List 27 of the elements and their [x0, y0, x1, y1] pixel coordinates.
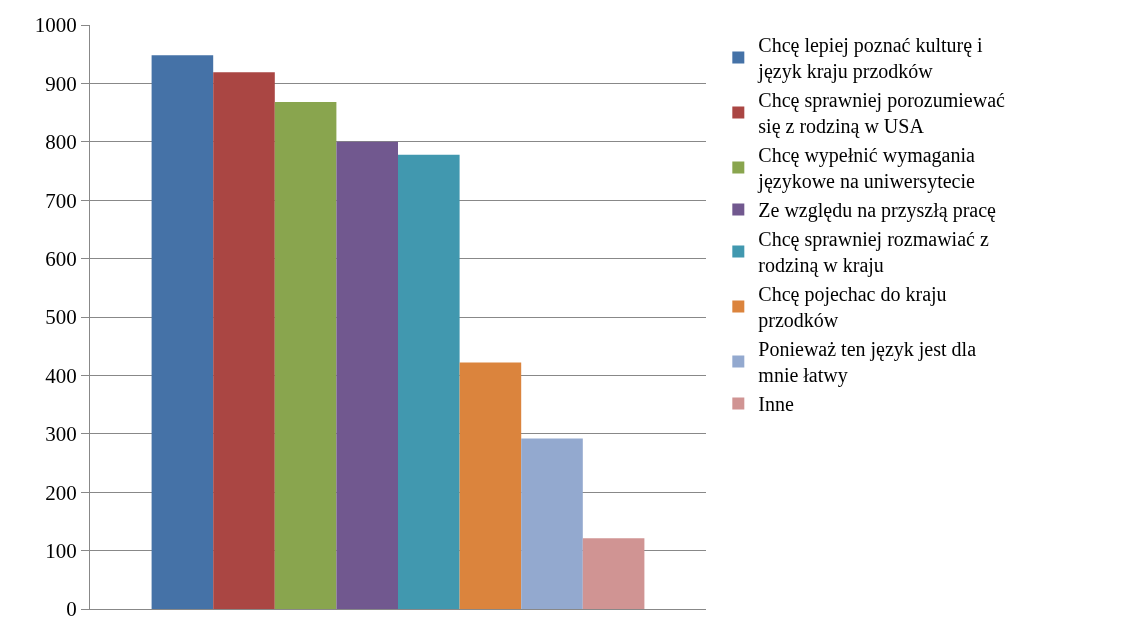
bar	[398, 154, 460, 609]
legend-label: Chcę pojechac do kraju przodków	[758, 283, 947, 333]
y-tick-label: 300	[45, 422, 77, 447]
y-tick-label: 400	[45, 363, 77, 388]
y-tick-label: 700	[45, 188, 77, 213]
legend-label: Chcę lepiej poznać kulturę i język kraju przodków	[757, 34, 984, 84]
bar	[151, 55, 214, 609]
y-tick-label: 500	[45, 305, 77, 330]
bar	[336, 141, 398, 609]
legend-label: Inne	[758, 393, 794, 416]
y-tick-label: 600	[45, 246, 77, 271]
bar	[274, 102, 337, 609]
y-tick-label: 100	[45, 538, 77, 563]
legend-label: Ponieważ ten język jest dla mnie łatwy	[758, 338, 977, 388]
legend-label: Chcę wypełnić wymagania językowe na uniwersytecie	[757, 144, 976, 194]
bar	[582, 538, 645, 609]
legend-label: Chcę sprawniej rozmawiać z rodziną w kraju	[758, 228, 989, 278]
y-tick-label: 200	[45, 480, 77, 505]
y-tick-label: 1000	[34, 13, 77, 38]
y-tick-label: 900	[45, 71, 77, 96]
y-tick-label: 800	[45, 130, 77, 155]
legend-label: Ze względu na przyszłą pracę	[758, 199, 997, 223]
y-tick-label: 0	[66, 597, 77, 622]
bar	[213, 72, 275, 609]
bar	[459, 362, 522, 609]
legend-label: Chcę sprawniej porozumiewać się z rodziną w USA	[758, 89, 1006, 139]
bar	[521, 438, 583, 609]
